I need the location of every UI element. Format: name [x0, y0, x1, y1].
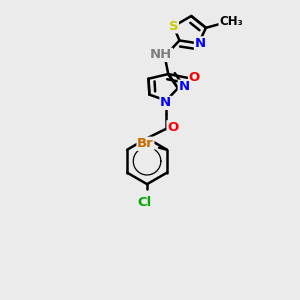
Text: NH: NH [150, 48, 172, 62]
Text: N: N [160, 96, 171, 110]
Text: N: N [178, 80, 189, 93]
Text: Br: Br [137, 137, 154, 150]
Text: CH₃: CH₃ [219, 15, 243, 28]
Text: S: S [169, 20, 178, 33]
Text: O: O [188, 71, 200, 84]
Text: O: O [167, 121, 178, 134]
Text: Cl: Cl [138, 196, 152, 209]
Text: N: N [194, 37, 206, 50]
